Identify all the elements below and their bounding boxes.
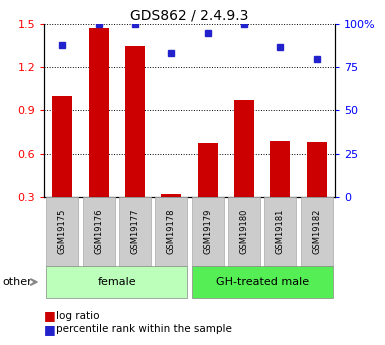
Text: GH-treated male: GH-treated male — [216, 277, 309, 287]
Bar — [234, 100, 254, 197]
Bar — [264, 197, 296, 266]
Bar — [301, 197, 333, 266]
Bar — [270, 141, 290, 197]
Text: GSM19178: GSM19178 — [167, 208, 176, 254]
Bar — [228, 197, 260, 266]
Text: GSM19180: GSM19180 — [239, 208, 249, 254]
Bar — [156, 197, 187, 266]
Text: female: female — [98, 277, 136, 287]
Bar — [198, 144, 218, 197]
Text: log ratio: log ratio — [56, 311, 99, 321]
Bar — [125, 46, 145, 197]
Text: ■: ■ — [44, 323, 56, 336]
Bar — [307, 142, 327, 197]
Title: GDS862 / 2.4.9.3: GDS862 / 2.4.9.3 — [131, 9, 249, 23]
Bar — [52, 96, 72, 197]
Text: GSM19176: GSM19176 — [94, 208, 103, 254]
Text: GSM19182: GSM19182 — [312, 208, 321, 254]
Text: GSM19177: GSM19177 — [131, 208, 140, 254]
Bar — [161, 194, 181, 197]
Bar — [83, 197, 115, 266]
Text: percentile rank within the sample: percentile rank within the sample — [56, 325, 232, 334]
Text: ■: ■ — [44, 309, 56, 322]
Bar — [89, 29, 109, 197]
Text: GSM19181: GSM19181 — [276, 208, 285, 254]
Bar — [47, 266, 187, 298]
Bar — [47, 197, 79, 266]
Text: GSM19179: GSM19179 — [203, 208, 212, 254]
Bar — [119, 197, 151, 266]
Text: GSM19175: GSM19175 — [58, 208, 67, 254]
Bar — [192, 266, 333, 298]
Text: other: other — [2, 277, 32, 287]
Bar — [192, 197, 224, 266]
